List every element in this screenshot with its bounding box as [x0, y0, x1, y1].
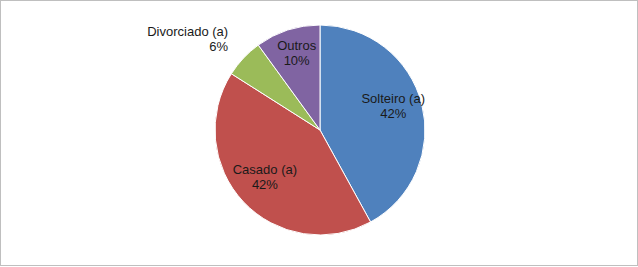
data-label: Divorciado (a)6%	[147, 24, 228, 54]
data-label-value: 6%	[209, 39, 228, 54]
pie	[215, 25, 425, 235]
chart-frame	[1, 1, 638, 266]
data-label: Solteiro (a)42%	[361, 91, 425, 121]
data-label-category: Casado (a)	[233, 162, 297, 177]
data-label-value: 10%	[284, 53, 310, 68]
data-label-category: Solteiro (a)	[361, 91, 425, 106]
data-label-category: Divorciado (a)	[147, 24, 228, 39]
data-label-value: 42%	[380, 106, 406, 121]
data-label-value: 42%	[252, 177, 278, 192]
chart: Solteiro (a)42%Casado (a)42%Divorciado (…	[0, 0, 638, 267]
pie-slice	[258, 25, 320, 130]
data-label: Casado (a)42%	[233, 162, 297, 192]
data-label: Outros10%	[277, 38, 317, 68]
data-labels: Solteiro (a)42%Casado (a)42%Divorciado (…	[147, 24, 425, 192]
data-label-category: Outros	[277, 38, 317, 53]
